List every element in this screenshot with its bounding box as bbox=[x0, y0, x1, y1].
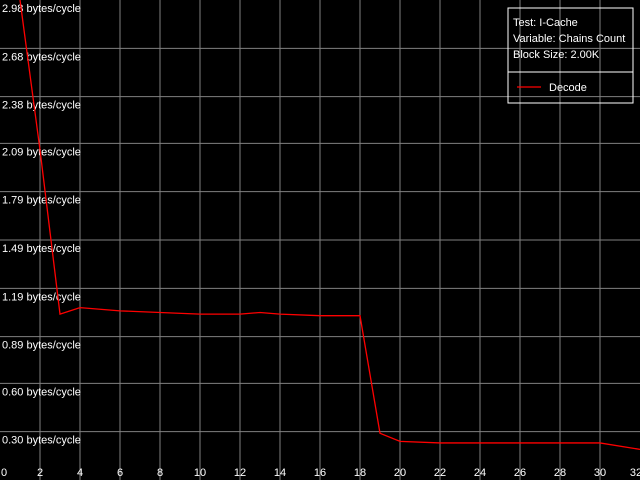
y-tick-label: 0.60 bytes/cycle bbox=[2, 386, 81, 398]
x-tick-label: 18 bbox=[354, 467, 366, 479]
x-tick-label: 8 bbox=[157, 467, 163, 479]
y-tick-label: 0.30 bytes/cycle bbox=[2, 435, 81, 447]
x-tick-label: 26 bbox=[514, 467, 526, 479]
x-tick-label: 2 bbox=[37, 467, 43, 479]
legend-box bbox=[507, 7, 634, 104]
y-tick-label: 1.19 bytes/cycle bbox=[2, 291, 81, 303]
y-tick-label: 1.79 bytes/cycle bbox=[2, 195, 81, 207]
x-tick-label: 24 bbox=[474, 467, 486, 479]
x-tick-label: 28 bbox=[554, 467, 566, 479]
x-tick-label: 10 bbox=[194, 467, 206, 479]
x-tick-label: 30 bbox=[594, 467, 606, 479]
y-tick-label: 2.09 bytes/cycle bbox=[2, 146, 81, 158]
x-tick-label: 14 bbox=[274, 467, 286, 479]
y-tick-label: 2.98 bytes/cycle bbox=[2, 3, 81, 15]
x-tick-label: 32 bbox=[630, 467, 640, 479]
x-tick-label: 20 bbox=[394, 467, 406, 479]
y-tick-label: 0.89 bytes/cycle bbox=[2, 340, 81, 352]
y-tick-label: 2.68 bytes/cycle bbox=[2, 51, 81, 63]
x-tick-label: 12 bbox=[234, 467, 246, 479]
legend-info-text: Block Size: 2.00K bbox=[513, 49, 600, 61]
x-tick-label: 4 bbox=[77, 467, 83, 479]
legend-entry: Decode bbox=[549, 82, 587, 94]
y-tick-label: 1.49 bytes/cycle bbox=[2, 243, 81, 255]
y-tick-label: 2.38 bytes/cycle bbox=[2, 100, 81, 112]
x-tick-label: 6 bbox=[117, 467, 123, 479]
x-tick-label: 0 bbox=[1, 467, 7, 479]
series-line-decode bbox=[19, 0, 640, 451]
legend-info-text: Variable: Chains Count bbox=[513, 33, 625, 45]
x-tick-label: 16 bbox=[314, 467, 326, 479]
x-tick-label: 22 bbox=[434, 467, 446, 479]
legend-info-text: Test: I-Cache bbox=[513, 17, 578, 29]
